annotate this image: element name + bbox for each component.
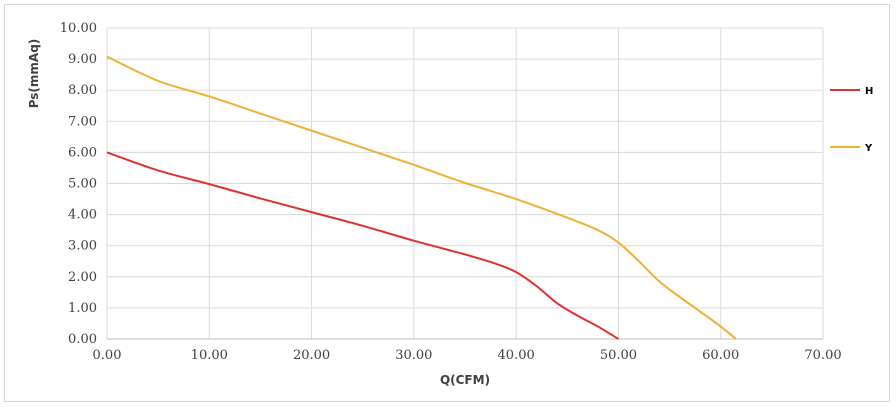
- x-tick-label: 50.00: [600, 348, 637, 363]
- legend: HY: [830, 86, 873, 154]
- y-tick-label: 2.00: [68, 270, 97, 285]
- x-tick-label: 20.00: [293, 348, 330, 363]
- series-line-y: [106, 55, 737, 340]
- chart-frame: [4, 4, 890, 402]
- grid-lines: [106, 27, 824, 340]
- y-tick-label: 8.00: [68, 83, 97, 98]
- y-axis-title: Ps(mmAq): [27, 39, 41, 109]
- legend-label-y: Y: [864, 143, 873, 154]
- y-tick-label: 7.00: [68, 114, 97, 129]
- y-tick-label: 3.00: [68, 239, 97, 254]
- series-lines: [106, 55, 737, 340]
- y-tick-label: 5.00: [68, 177, 97, 192]
- x-tick-labels: 0.00 10.00 20.00 30.00 40.00 50.00 60.00 70.00: [93, 348, 842, 363]
- y-tick-label: 9.00: [68, 52, 97, 67]
- series-line-h: [106, 151, 619, 340]
- x-axis-title: Q(CFM): [440, 373, 490, 387]
- x-tick-label: 60.00: [702, 348, 739, 363]
- x-tick-label: 10.00: [191, 348, 228, 363]
- x-tick-label: 30.00: [395, 348, 432, 363]
- x-tick-label: 0.00: [93, 348, 122, 363]
- y-tick-label: 10.00: [60, 21, 97, 36]
- y-tick-labels: 0.00 1.00 2.00 3.00 4.00 5.00 6.00 7.00 8.00 9.00…: [60, 21, 97, 347]
- y-tick-label: 6.00: [68, 145, 97, 160]
- x-tick-label: 40.00: [498, 348, 535, 363]
- y-tick-label: 0.00: [68, 332, 97, 347]
- y-tick-label: 4.00: [68, 208, 97, 223]
- legend-label-h: H: [865, 86, 873, 97]
- y-tick-label: 1.00: [68, 301, 97, 316]
- x-tick-label: 70.00: [804, 348, 841, 363]
